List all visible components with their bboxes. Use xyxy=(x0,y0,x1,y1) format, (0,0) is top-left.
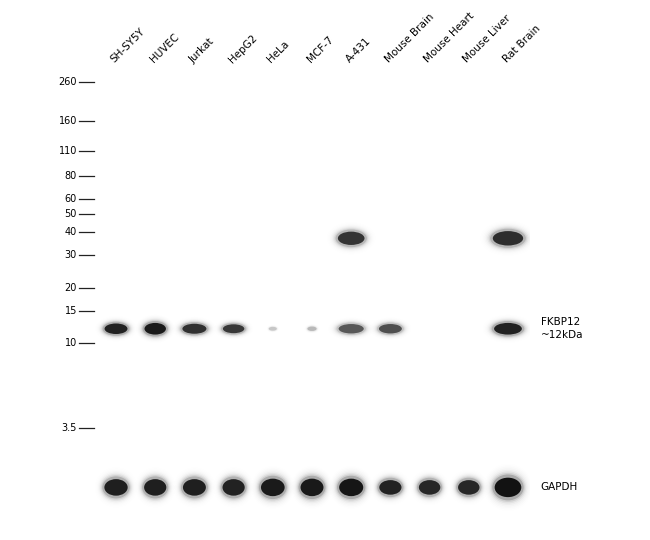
Ellipse shape xyxy=(339,324,364,334)
Text: MCF-7: MCF-7 xyxy=(305,35,335,65)
Ellipse shape xyxy=(180,475,209,500)
Ellipse shape xyxy=(379,324,402,334)
Ellipse shape xyxy=(334,228,368,248)
Text: HeLa: HeLa xyxy=(266,39,291,65)
Ellipse shape xyxy=(490,228,526,248)
Ellipse shape xyxy=(377,478,404,497)
Ellipse shape xyxy=(492,475,524,501)
Ellipse shape xyxy=(258,474,288,501)
Ellipse shape xyxy=(416,476,443,498)
Ellipse shape xyxy=(376,322,405,336)
Ellipse shape xyxy=(101,475,131,500)
Text: Mouse Liver: Mouse Liver xyxy=(462,14,513,65)
Text: HUVEC: HUVEC xyxy=(148,32,181,65)
Ellipse shape xyxy=(491,473,525,502)
Text: 30: 30 xyxy=(64,250,77,260)
Ellipse shape xyxy=(183,324,207,334)
Ellipse shape xyxy=(223,325,244,333)
Text: FKBP12
~12kDa: FKBP12 ~12kDa xyxy=(541,317,583,340)
Ellipse shape xyxy=(419,480,440,495)
Text: 260: 260 xyxy=(58,77,77,87)
Text: 160: 160 xyxy=(58,116,77,126)
Ellipse shape xyxy=(335,322,367,336)
Ellipse shape xyxy=(220,476,247,498)
Text: SH-SY5Y: SH-SY5Y xyxy=(109,26,147,65)
Ellipse shape xyxy=(337,322,366,335)
Ellipse shape xyxy=(458,480,480,495)
Ellipse shape xyxy=(183,479,206,496)
Ellipse shape xyxy=(298,476,326,499)
Ellipse shape xyxy=(336,474,367,501)
Ellipse shape xyxy=(493,231,523,246)
Ellipse shape xyxy=(101,321,131,336)
Ellipse shape xyxy=(222,479,244,496)
Ellipse shape xyxy=(261,478,285,496)
Ellipse shape xyxy=(268,327,277,330)
Text: Rat Brain: Rat Brain xyxy=(501,24,542,65)
Text: GAPDH: GAPDH xyxy=(541,482,578,492)
Ellipse shape xyxy=(181,476,208,498)
Text: A-431: A-431 xyxy=(344,36,372,65)
Ellipse shape xyxy=(142,476,168,498)
Text: 15: 15 xyxy=(64,306,77,316)
Ellipse shape xyxy=(144,479,166,496)
Ellipse shape xyxy=(491,321,525,336)
Ellipse shape xyxy=(495,478,521,497)
Ellipse shape xyxy=(490,320,526,338)
Text: 110: 110 xyxy=(58,146,77,156)
Ellipse shape xyxy=(179,321,210,336)
Ellipse shape xyxy=(335,230,367,247)
Text: 80: 80 xyxy=(64,171,77,181)
Ellipse shape xyxy=(456,478,482,497)
Ellipse shape xyxy=(489,227,527,249)
Ellipse shape xyxy=(105,323,127,334)
Ellipse shape xyxy=(376,476,404,498)
Ellipse shape xyxy=(105,479,127,496)
Text: HepG2: HepG2 xyxy=(227,32,259,65)
Ellipse shape xyxy=(337,476,365,499)
Ellipse shape xyxy=(307,327,317,331)
Ellipse shape xyxy=(339,478,363,496)
Ellipse shape xyxy=(141,475,170,500)
Ellipse shape xyxy=(259,476,287,499)
Ellipse shape xyxy=(180,322,209,335)
Ellipse shape xyxy=(377,322,404,335)
Ellipse shape xyxy=(220,475,248,500)
Ellipse shape xyxy=(220,322,247,335)
Ellipse shape xyxy=(103,322,129,336)
Text: Mouse Heart: Mouse Heart xyxy=(422,11,476,65)
Text: 50: 50 xyxy=(64,209,77,219)
Text: 60: 60 xyxy=(64,194,77,205)
Ellipse shape xyxy=(144,323,166,335)
Text: 3.5: 3.5 xyxy=(62,423,77,433)
Ellipse shape xyxy=(417,478,442,497)
Ellipse shape xyxy=(494,323,522,335)
Ellipse shape xyxy=(142,320,169,338)
Ellipse shape xyxy=(298,474,326,501)
Text: 20: 20 xyxy=(64,283,77,293)
Ellipse shape xyxy=(102,476,130,498)
Text: Jurkat: Jurkat xyxy=(187,36,216,65)
Ellipse shape xyxy=(338,232,365,245)
Ellipse shape xyxy=(142,321,168,336)
Ellipse shape xyxy=(455,476,482,498)
Text: Mouse Brain: Mouse Brain xyxy=(384,12,436,65)
Ellipse shape xyxy=(221,323,246,335)
Text: 10: 10 xyxy=(64,339,77,348)
Ellipse shape xyxy=(380,480,402,495)
Text: 40: 40 xyxy=(64,227,77,237)
Ellipse shape xyxy=(300,478,324,496)
